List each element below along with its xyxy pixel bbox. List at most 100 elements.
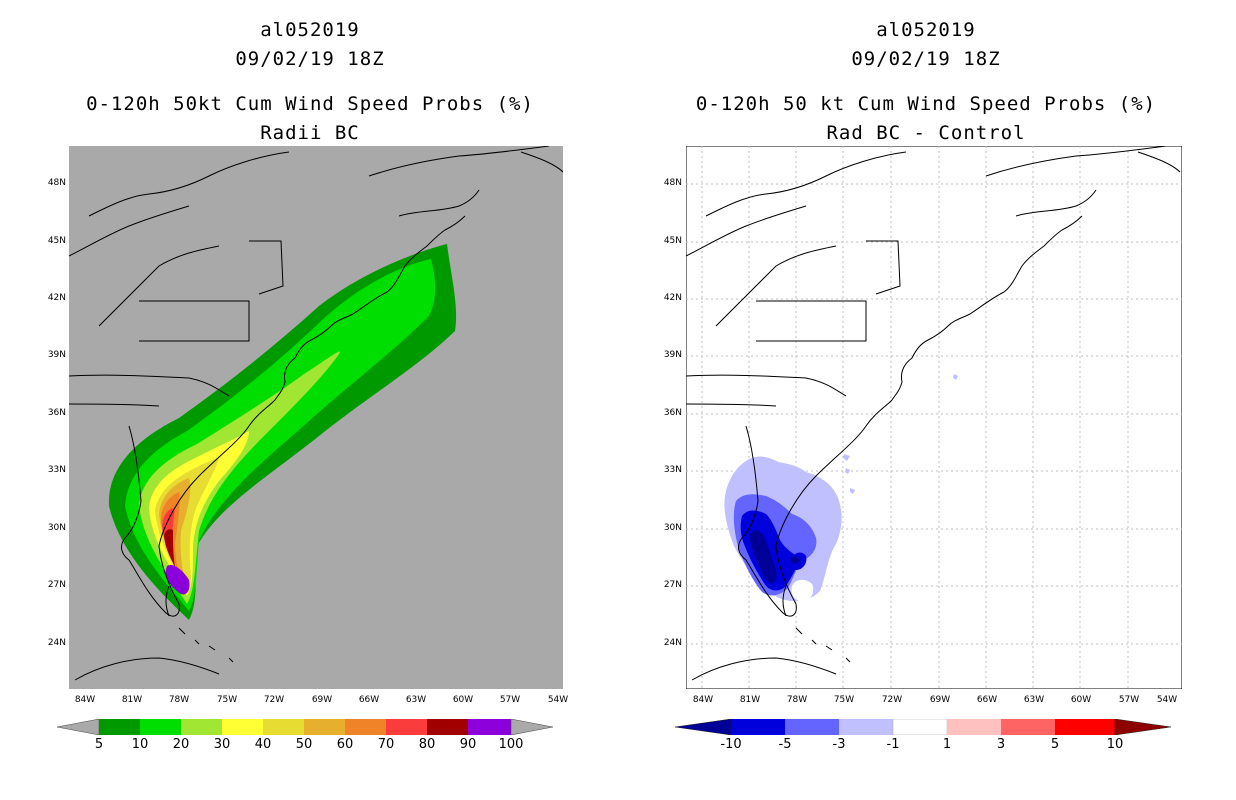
diff-minus-10	[749, 530, 777, 584]
left-lon-tick: 78W	[168, 695, 190, 705]
right-lat-tick: 27N	[663, 580, 682, 590]
left-colorbar-bin	[222, 719, 263, 735]
left-lon-tick: 66W	[358, 695, 380, 705]
left-lat-tick: 45N	[47, 236, 66, 246]
left-colorbar-bin	[304, 719, 345, 735]
swath-10	[125, 259, 436, 611]
right-lon-tick: 72W	[881, 695, 903, 705]
left-coastlines	[68, 145, 564, 681]
right-colorbar	[674, 718, 1172, 736]
right-colorbar-label: 10	[1106, 737, 1124, 752]
left-colorbar-label: 80	[418, 737, 436, 752]
right-lon-tick: 54W	[1156, 695, 1178, 705]
right-lon-tick: 63W	[1023, 695, 1045, 705]
left-lat-tick: 33N	[47, 465, 66, 475]
left-title: al052019 09/02/19 18Z 0-120h 50kt Cum Wi…	[60, 16, 560, 148]
right-lat-tick: 42N	[663, 293, 682, 303]
right-subtitle: Rad BC - Control	[826, 122, 1026, 144]
left-subtitle: Radii BC	[260, 122, 360, 144]
left-colorbar-label: 90	[459, 737, 477, 752]
right-product: 0-120h 50 kt Cum Wind Speed Probs (%)	[695, 93, 1157, 115]
left-colorbar-label: 70	[377, 737, 395, 752]
diff-hole	[791, 579, 814, 602]
left-colorbar-bin	[99, 719, 140, 735]
right-difference-field	[724, 374, 958, 602]
left-colorbar-bin	[181, 719, 222, 735]
left-colorbar-over	[510, 718, 554, 736]
right-lat-tick: 36N	[663, 408, 682, 418]
right-datetime: 09/02/19 18Z	[851, 48, 1001, 70]
left-colorbar-label: 50	[295, 737, 313, 752]
right-lat-tick: 33N	[663, 465, 682, 475]
left-datetime: 09/02/19 18Z	[235, 48, 385, 70]
right-lon-tick: 57W	[1118, 695, 1140, 705]
left-lon-tick: 84W	[74, 695, 96, 705]
left-colorbar-label: 20	[172, 737, 190, 752]
right-colorbar-svg	[674, 718, 1172, 736]
left-lon-tick: 54W	[547, 695, 569, 705]
left-colorbar-label: 5	[94, 737, 104, 752]
left-colorbar-bin	[386, 719, 427, 735]
left-lat-tick: 24N	[47, 638, 66, 648]
left-lon-tick: 72W	[263, 695, 285, 705]
left-colorbar-bin	[427, 719, 468, 735]
right-colorbar-bin	[785, 719, 839, 735]
right-colorbar-bin	[1055, 719, 1115, 735]
left-colorbar-label: 60	[336, 737, 354, 752]
right-colorbar-bin	[947, 719, 1001, 735]
left-lat-tick: 39N	[47, 350, 66, 360]
right-colorbar-label: 3	[996, 737, 1006, 752]
right-lat-tick: 45N	[663, 236, 682, 246]
right-colorbar-over	[1114, 718, 1172, 736]
right-lon-tick: 75W	[833, 695, 855, 705]
left-lon-tick: 63W	[405, 695, 427, 705]
left-colorbar	[56, 718, 554, 736]
swath-90	[165, 564, 190, 595]
left-colorbar-label: 10	[131, 737, 149, 752]
right-map-background	[685, 145, 1183, 690]
left-colorbar-bin	[263, 719, 304, 735]
left-lat-tick: 42N	[47, 293, 66, 303]
right-lon-tick: 60W	[1070, 695, 1092, 705]
left-colorbar-bin	[468, 719, 511, 735]
left-lon-tick: 69W	[311, 695, 333, 705]
right-colorbar-label: -3	[832, 737, 846, 752]
right-lon-tick: 69W	[929, 695, 951, 705]
right-lat-tick: 24N	[663, 638, 682, 648]
left-lon-tick: 57W	[499, 695, 521, 705]
swath-80	[164, 529, 179, 574]
left-colorbar-svg	[56, 718, 554, 736]
left-colorbar-label: 100	[498, 737, 524, 752]
left-colorbar-label: 40	[254, 737, 272, 752]
right-colorbar-bin	[1001, 719, 1055, 735]
right-colorbar-label: 5	[1050, 737, 1060, 752]
left-lon-tick: 60W	[452, 695, 474, 705]
right-colorbar-bin	[892, 718, 948, 736]
right-title: al052019 09/02/19 18Z 0-120h 50 kt Cum W…	[676, 16, 1176, 148]
left-storm-id: al052019	[260, 19, 360, 41]
right-colorbar-label: -10	[720, 737, 742, 752]
left-map-panel	[68, 145, 564, 689]
left-colorbar-bin	[345, 719, 386, 735]
left-lat-tick: 27N	[47, 580, 66, 590]
right-lon-tick: 78W	[786, 695, 808, 705]
left-lat-tick: 36N	[47, 408, 66, 418]
right-coastlines	[685, 145, 1181, 681]
right-lat-tick: 39N	[663, 350, 682, 360]
right-colorbar-bin	[731, 719, 785, 735]
right-colorbar-under	[674, 718, 732, 736]
right-map-panel	[685, 145, 1183, 690]
right-lon-tick: 81W	[739, 695, 761, 705]
diff-minus-10-b	[790, 556, 800, 564]
left-colorbar-under	[56, 718, 100, 736]
left-lat-tick: 48N	[47, 178, 66, 188]
right-gridlines	[686, 146, 1182, 689]
right-lon-tick: 66W	[976, 695, 998, 705]
right-colorbar-label: 1	[942, 737, 952, 752]
right-colorbar-label: -1	[886, 737, 900, 752]
right-colorbar-bin	[839, 719, 893, 735]
right-storm-id: al052019	[876, 19, 976, 41]
left-lon-tick: 81W	[121, 695, 143, 705]
right-lon-tick: 84W	[692, 695, 714, 705]
right-lat-tick: 30N	[663, 523, 682, 533]
